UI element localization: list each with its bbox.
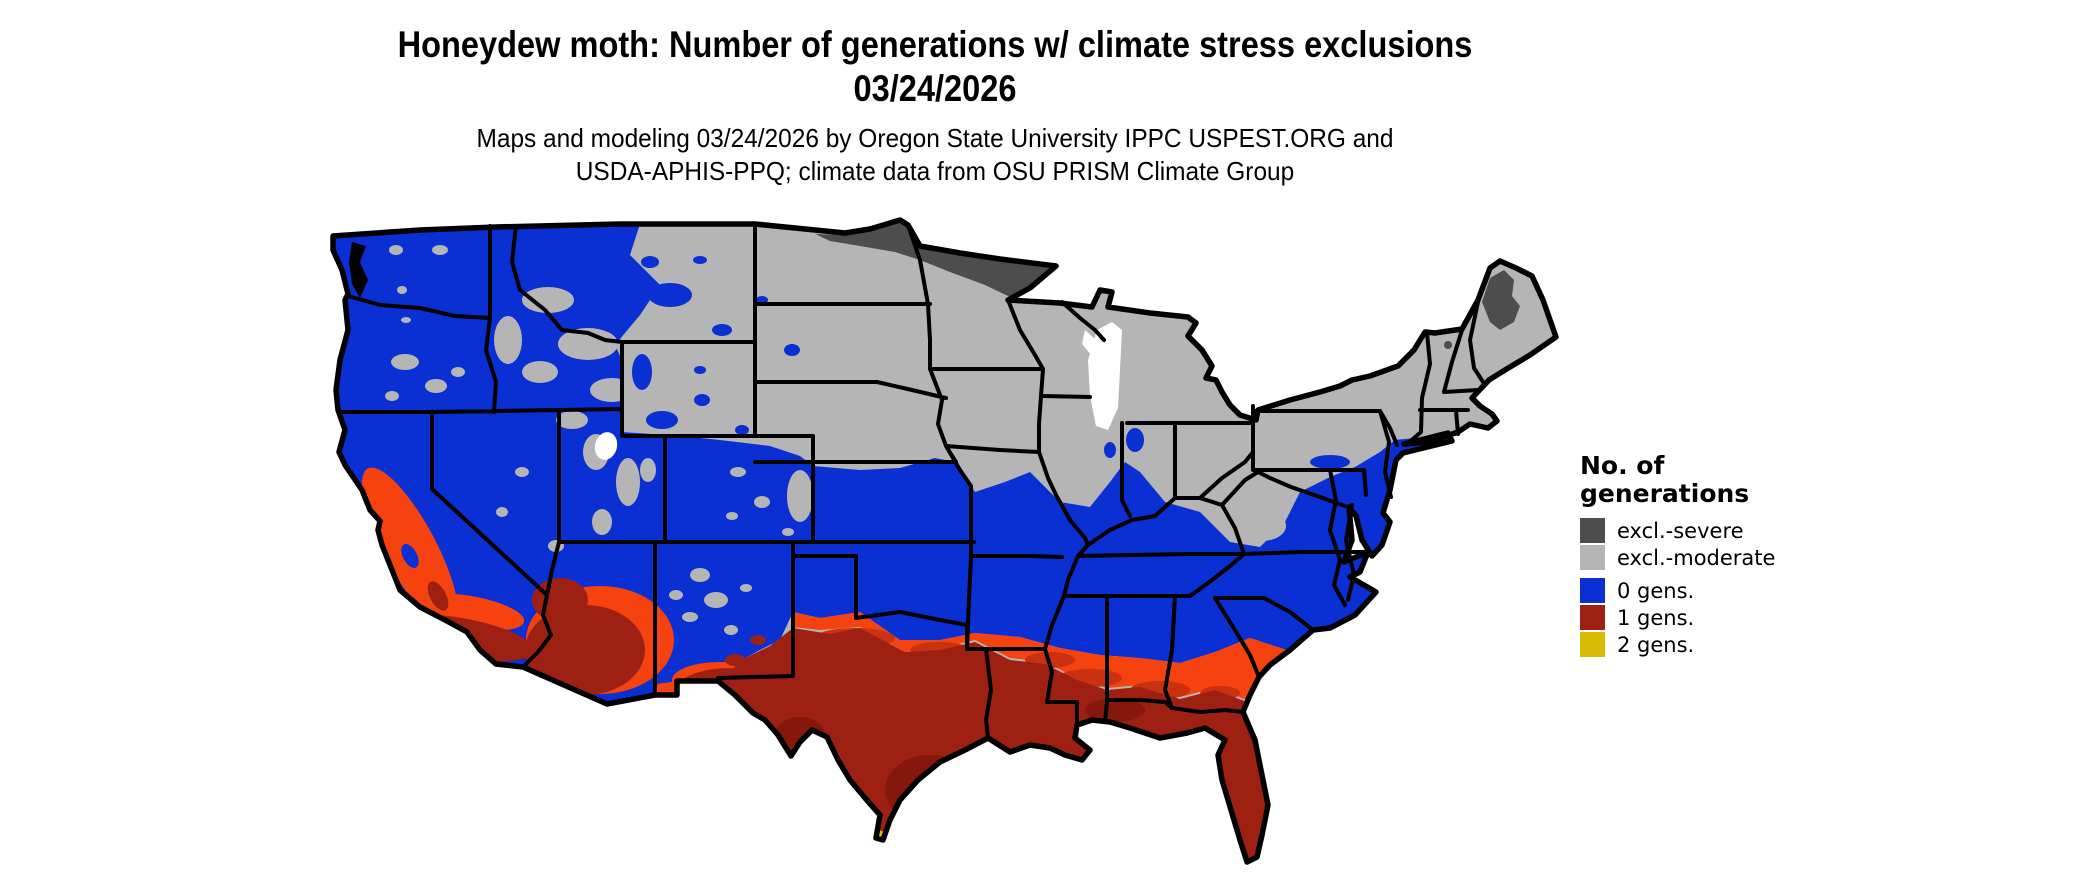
state-borders <box>337 222 1485 740</box>
legend-title-line2: generations <box>1580 479 1750 508</box>
valley-blue-hole <box>401 544 419 568</box>
legend-swatch-excl-moderate <box>1580 545 1605 570</box>
legend-title: No. of generations <box>1580 452 1775 508</box>
legend-swatch-2-gens <box>1580 632 1605 657</box>
legend-item-2-gens: 2 gens. <box>1580 632 1775 657</box>
map-subtitle-line2: USDA-APHIS-PPQ; climate data from OSU PR… <box>575 156 1295 186</box>
legend-label-2-gens: 2 gens. <box>1617 632 1695 657</box>
lakes <box>594 322 1122 460</box>
region-2-gens <box>872 828 1258 862</box>
moderate-mottle-patches <box>385 245 1286 635</box>
lake-michigan <box>1088 322 1122 430</box>
puget-sound <box>349 242 368 298</box>
legend-label-0-gens: 0 gens. <box>1617 578 1695 603</box>
great-salt-lake <box>594 432 618 460</box>
map-subtitle-line1: Maps and modeling 03/24/2026 by Oregon S… <box>476 123 1394 153</box>
map-title-line1: Honeydew moth: Number of generations w/ … <box>397 24 1473 65</box>
region-excl-severe <box>815 221 1520 349</box>
legend-swatch-excl-severe <box>1580 518 1605 543</box>
legend-swatch-1-gens <box>1580 605 1605 630</box>
legend-label-excl-severe: excl.-severe <box>1617 518 1744 543</box>
legend-swatch-0-gens <box>1580 578 1605 603</box>
legend-title-line1: No. of <box>1580 451 1665 480</box>
legend-item-1-gens: 1 gens. <box>1580 605 1775 630</box>
legend-item-0-gens: 0 gens. <box>1580 578 1775 603</box>
green-bay <box>1082 330 1098 356</box>
legend-item-excl-severe: excl.-severe <box>1580 518 1775 543</box>
blue-mottle-patches <box>632 256 1350 469</box>
legend-label-excl-moderate: excl.-moderate <box>1617 545 1776 570</box>
us-outline <box>330 217 1559 865</box>
legend-label-1-gens: 1 gens. <box>1617 605 1695 630</box>
map-title-date: 03/24/2026 <box>853 68 1017 109</box>
legend: No. of generations excl.-severe excl.-mo… <box>1580 452 1775 657</box>
legend-item-excl-moderate: excl.-moderate <box>1580 545 1775 570</box>
